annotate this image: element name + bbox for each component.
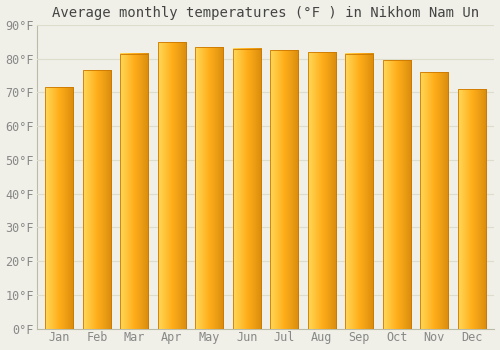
Bar (346, 54, 374, 329)
Bar (196, 47, 224, 329)
Bar (270, 50, 298, 329)
Bar (158, 42, 186, 329)
Bar (46, 88, 74, 329)
Bar (383, 60, 411, 329)
Bar (308, 52, 336, 329)
Bar (458, 89, 486, 329)
Bar (420, 72, 448, 329)
Bar (120, 54, 148, 329)
Bar (233, 49, 261, 329)
Bar (83, 70, 111, 329)
Title: Average monthly temperatures (°F ) in Nikhom Nam Un: Average monthly temperatures (°F ) in Ni… (52, 6, 479, 20)
